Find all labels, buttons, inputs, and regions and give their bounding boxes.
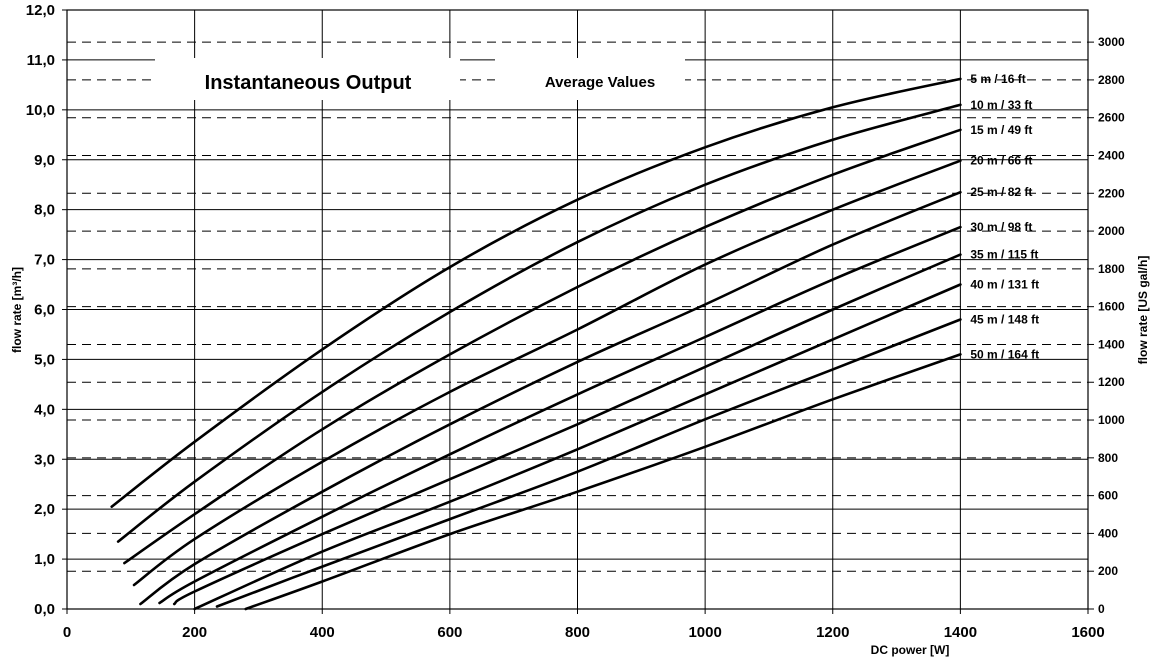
series-line (215, 318, 962, 608)
x-tick-label: 400 (310, 624, 335, 641)
series-label: 50 m / 164 ft (970, 347, 1039, 361)
x-tick-label: 1200 (816, 624, 849, 641)
series-line (193, 283, 962, 611)
series-label: 45 m / 148 ft (970, 312, 1039, 326)
curve-labels: 5 m / 16 ft 10 m / 33 ft 15 m / 49 ft 20 m … (970, 72, 1039, 362)
y-tick-label: 3,0 (34, 451, 55, 468)
curves (110, 77, 962, 611)
y-axis-label: flow rate [m³/h] (10, 267, 24, 353)
y-tick-label: 0,0 (34, 601, 55, 618)
series-label: 20 m / 66 ft (970, 154, 1032, 168)
y-tick-label: 10,0 (26, 102, 55, 119)
series-line (123, 128, 962, 565)
y2-tick-label: 2400 (1098, 148, 1125, 162)
y-tick-label: 12,0 (26, 2, 55, 19)
subtitle-background (495, 58, 685, 100)
y2-tick-label: 200 (1098, 564, 1118, 578)
series-label: 30 m / 98 ft (970, 220, 1032, 234)
series-line (139, 190, 962, 606)
y2-tick-label: 0 (1098, 602, 1105, 616)
y2-tick-label: 2800 (1098, 73, 1125, 87)
series-label: 25 m / 82 ft (970, 185, 1032, 199)
series-line (110, 77, 962, 508)
chart-title: Instantaneous Output (205, 72, 412, 94)
series-line (132, 159, 962, 587)
series-label: 40 m / 131 ft (970, 278, 1039, 292)
x-tick-label: 1000 (688, 624, 721, 641)
series-label: 10 m / 33 ft (970, 98, 1032, 112)
chart-subtitle: Average Values (545, 74, 655, 91)
y-tick-label: 8,0 (34, 202, 55, 219)
series-line (244, 353, 962, 611)
series-line (116, 103, 962, 543)
y2-tick-label: 1200 (1098, 375, 1125, 389)
y2-tick-label: 2600 (1098, 111, 1125, 125)
series-label: 5 m / 16 ft (970, 72, 1025, 86)
title-background (155, 58, 460, 100)
y-tick-label: 11,0 (27, 52, 55, 69)
plot-frame (66, 9, 1089, 610)
y-tick-label: 7,0 (34, 252, 55, 269)
x-tick-label: 1600 (1071, 624, 1104, 641)
y-tick-label: 4,0 (34, 401, 55, 418)
y2-tick-label: 400 (1098, 526, 1118, 540)
y2-axis-label: flow rate [US gal/h] (1136, 256, 1150, 365)
series-label: 35 m / 115 ft (970, 248, 1038, 262)
series-line (158, 225, 962, 605)
x-tick-label: 200 (182, 624, 207, 641)
y2-tick-label: 2000 (1098, 224, 1125, 238)
y2-tick-label: 1000 (1098, 413, 1125, 427)
y2-tick-label: 800 (1098, 451, 1118, 465)
x-ticks: 0 200 400 600 800 1000 1200 1400 1600 (63, 609, 1105, 641)
y2-tick-label: 600 (1098, 489, 1118, 503)
y-tick-label: 2,0 (34, 501, 55, 518)
x-tick-label: 0 (63, 624, 71, 641)
series-line (172, 253, 962, 606)
x-tick-label: 1400 (944, 624, 977, 641)
y-tick-label: 1,0 (34, 551, 55, 568)
y2-ticks: 0 200 400 600 800 1000 1200 1400 1600 1800 2000 220… (1088, 35, 1125, 616)
y2-tick-label: 1600 (1098, 300, 1125, 314)
y2-tick-label: 1400 (1098, 337, 1125, 351)
x-tick-label: 600 (437, 624, 462, 641)
x-axis-label: DC power [W] (871, 643, 950, 657)
y-tick-label: 9,0 (34, 152, 55, 169)
y2-tick-label: 1800 (1098, 262, 1125, 276)
y-tick-label: 6,0 (34, 302, 55, 319)
x-tick-label: 800 (565, 624, 590, 641)
y-tick-label: 5,0 (34, 351, 55, 368)
y2-tick-label: 2200 (1098, 186, 1125, 200)
y2-tick-label: 3000 (1098, 35, 1125, 49)
y-ticks: 0,0 1,0 2,0 3,0 4,0 5,0 6,0 7,0 8,0 9,0 10,0 11,0 12… (26, 2, 67, 618)
series-label: 15 m / 49 ft (970, 123, 1032, 137)
